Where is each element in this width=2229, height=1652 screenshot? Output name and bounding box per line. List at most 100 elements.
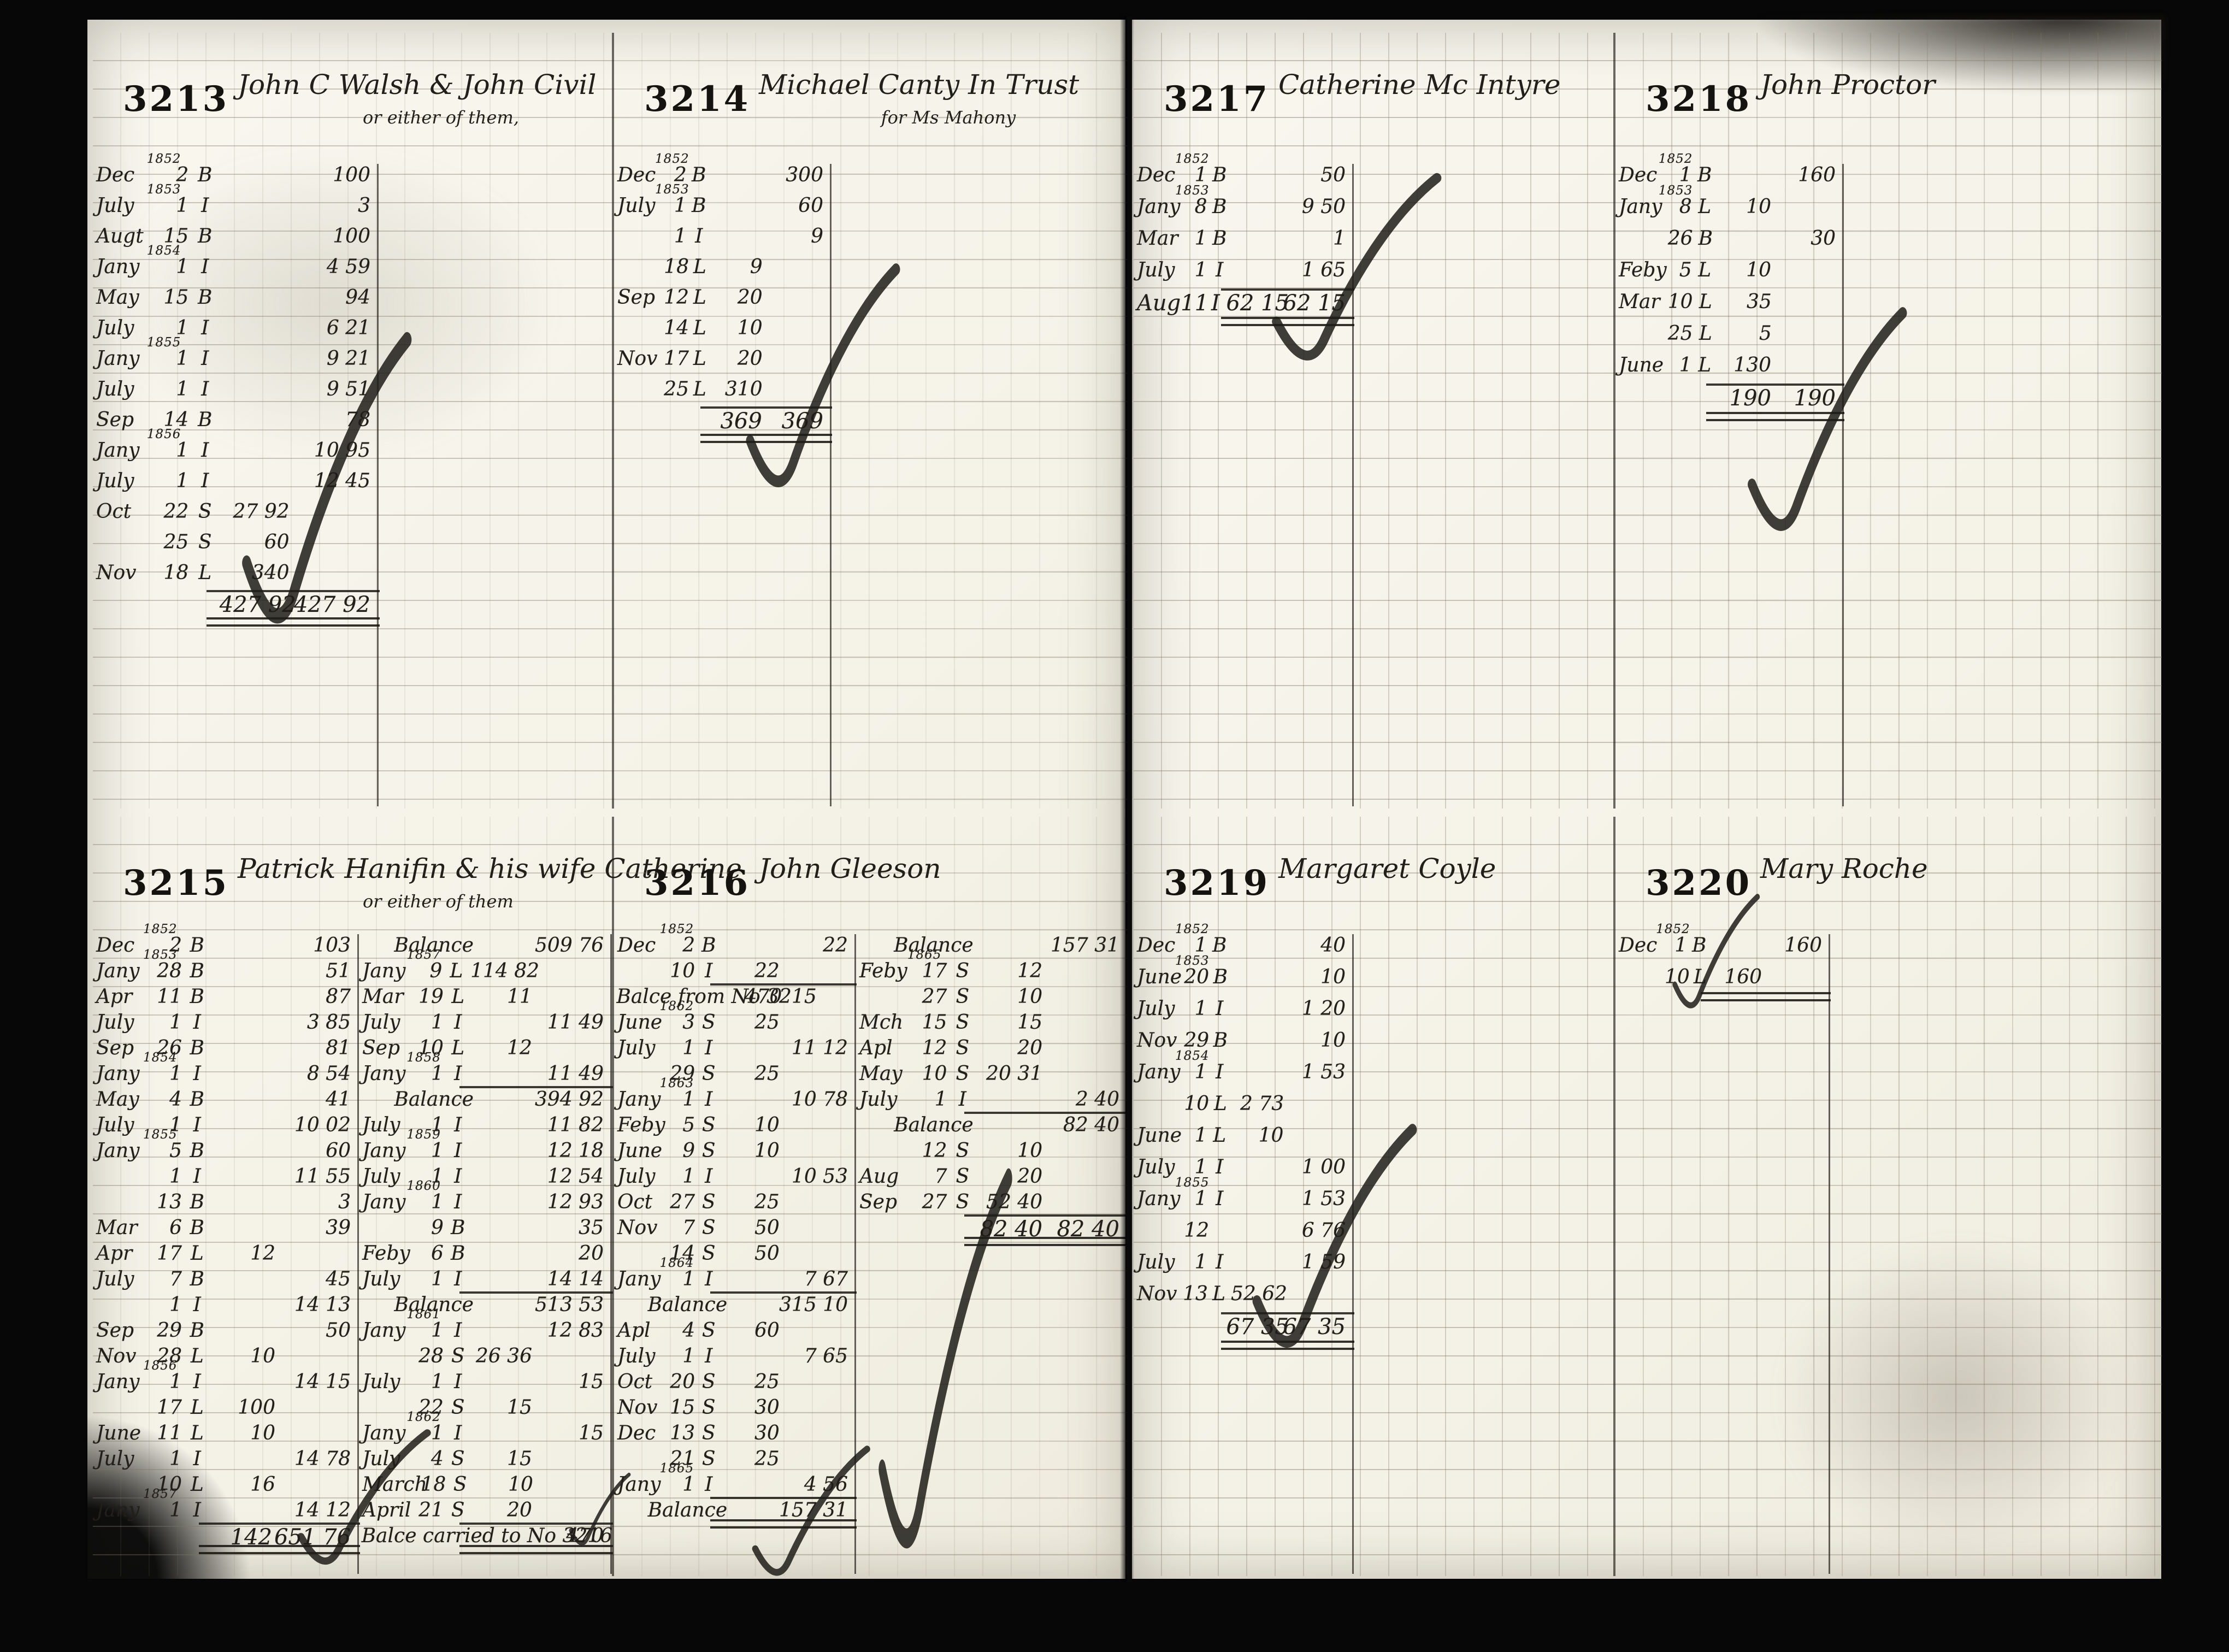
entry-day: 7 [934,1165,947,1188]
account-header: 3214 Michael Canty In Trust for Ms Mahon… [614,33,1128,150]
account-header: 3216 John Gleeson [614,817,1128,934]
ledger-entry-row: 29 S 25 [614,1063,854,1088]
entry-month: Jany [617,1473,661,1496]
amount-balance: 50 [326,1319,351,1342]
entry-day: 1 [169,1114,182,1136]
amount-balance: 11 49 [547,1011,604,1034]
entry-month: Dec [1137,164,1176,186]
entry-code: B [190,1037,205,1059]
entry-code: B [197,164,213,186]
entry-month: Mar [1137,227,1178,250]
entry-code: I [454,1063,462,1085]
amount-balance: 470 [566,1525,604,1547]
entry-day: 27 [922,986,947,1008]
entry-month: Dec [617,1422,656,1444]
entry-day: 29 [1184,1029,1210,1052]
entry-month: Mar [362,986,404,1008]
entry-month: July [96,378,134,400]
year-label: 1852 [655,152,689,166]
ledger-entry-row: 1 I 14 13 [93,1294,357,1319]
ledger-entry-row: Nov 18 L 340 [93,562,380,592]
ledger-entry-row: 10 L 160 [1615,966,1831,1001]
entry-month: Nov [617,347,658,370]
amount-withdrawal: 100 [238,1396,275,1419]
entries-column: Balance 157 31 1865 Feby 17 S 12 27 S 10 Mch 15 S 15 A… [856,934,1129,1574]
entry-day: 1 [1194,1156,1207,1178]
entry-day: 1 [169,1448,182,1470]
ledger-entry-row: 10 I 22 [614,960,857,986]
amount-balance: 157 31 [1051,934,1119,957]
year-label: 1852 [146,152,181,166]
entry-code: L [693,256,706,278]
year-label: 1854 [146,244,181,258]
entry-month: Feby [617,1114,665,1136]
entry-day: 20 [670,1371,695,1393]
ledger-entry-row: July 1 I 1 00 [1134,1156,1352,1188]
ledger-entry-row: 1852 Dec 1 B 40 [1134,922,1352,966]
amount-balance: 14 78 [294,1448,351,1470]
ledger-entry-row: Sep 29 B 50 [93,1319,357,1345]
entry-month: May [96,286,139,309]
entry-code: L [1693,966,1707,988]
entry-day: 5 [1679,259,1692,281]
entry-month: July [859,1088,898,1111]
entry-code: I [201,347,209,370]
entry-day: 15 [670,1396,695,1419]
amount-withdrawal: 10 [737,317,763,339]
ledger-entry-row: July 4 S 15 [359,1448,610,1473]
entry-month: Jany [96,1063,140,1085]
entry-code: S [701,1242,716,1265]
entry-day: 14 [670,1242,695,1265]
account-panel: 3217 Catherine Mc Intyre 1852 Dec 1 B 50 1853… [1134,33,1613,809]
year-label: 1854 [143,1051,178,1065]
ledger-entry-row: July 1 I 7 65 [614,1345,854,1371]
entry-day: 9 [682,1140,695,1162]
entry-day: 7 [169,1268,182,1290]
entry-day: 1 [431,1114,444,1136]
entry-month: Jany [362,1191,406,1213]
ledger-entry-row: Mar 19 L 11 [359,986,610,1011]
ledger-entry-row: July 1 I 1 59 [1134,1251,1352,1283]
entry-code: I [695,225,703,247]
year-label: 1852 [1175,152,1210,166]
entry-day: 1 [431,1165,444,1188]
entry-code: B [190,1319,205,1342]
entry-code: S [453,1473,467,1496]
entry-month: Oct [96,500,132,523]
ledger-entry-row: May 10 S 20 31 [856,1063,1126,1088]
entry-code: L [190,1242,204,1265]
entry-month: Jany [1137,1188,1181,1210]
amount-balance: 94 [345,286,370,309]
entry-day: 1 [176,256,189,278]
account-holder-name: John Gleeson [759,853,941,884]
amount-withdrawal: 10 [1258,1124,1284,1147]
entry-month: Jany [96,1140,140,1162]
entry-code: L [1698,196,1712,218]
entry-day: 7 [682,1217,695,1239]
amount-balance: 11 49 [547,1063,604,1085]
entry-month: July [96,317,134,339]
ledger-entry-row: 1854 Jany 1 I 1 53 [1134,1049,1352,1093]
amount-withdrawal: 20 [507,1499,532,1521]
amount-balance: 9 [811,225,823,247]
amount-balance: 1 59 [1301,1251,1346,1273]
ledger-entry-row: Feby 5 L 10 [1615,259,1842,291]
entry-code: B [190,1088,205,1111]
entry-code: B [190,1217,205,1239]
account-holder-name: Michael Canty In Trust [759,69,1080,101]
year-label: 1865 [659,1461,694,1476]
ledger-entry-row: Balance 157 31 [614,1499,857,1529]
year-label: 1855 [143,1128,178,1142]
ledger-entry-row: 1856 Jany 1 I 10 95 [93,427,377,470]
ledger-entry-row: 1853 July 1 I 3 [93,182,377,225]
amount-balance: 3 85 [306,1011,351,1034]
total-rule [1221,317,1354,326]
amount-withdrawal: 427 92 [219,592,296,617]
entry-day: 4 [169,1088,182,1111]
year-label: 1858 [406,1051,441,1065]
entry-code: S [198,531,212,553]
entry-code: I [705,1037,713,1059]
ledger-entry-row: 1865 Jany 1 I 4 56 [614,1461,857,1499]
ledger-entry-row: Apr 17 L 12 [93,1242,357,1268]
total-rule [710,1291,857,1294]
